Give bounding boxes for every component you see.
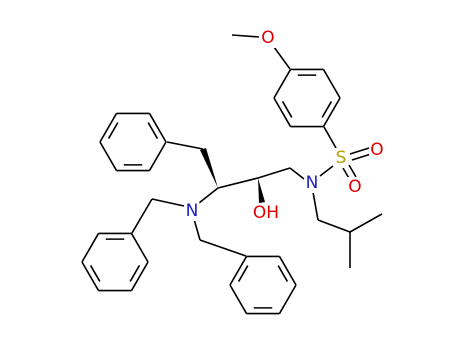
bonds	[81, 34, 383, 315]
bond	[217, 177, 259, 189]
bond	[81, 233, 100, 263]
bond	[199, 239, 247, 257]
bond	[130, 261, 149, 291]
bond	[107, 122, 119, 139]
atom-label: N	[306, 173, 319, 193]
bond	[322, 97, 341, 127]
bond	[277, 265, 289, 282]
bond	[348, 164, 357, 178]
bond	[99, 141, 118, 171]
atom-label: N	[186, 201, 199, 221]
bond	[273, 97, 292, 127]
bond	[148, 113, 167, 143]
label-background	[304, 173, 320, 193]
bond	[99, 113, 118, 143]
bond	[229, 256, 248, 286]
bond	[130, 233, 149, 263]
wedge-bond	[200, 148, 218, 188]
bond	[281, 101, 293, 118]
atom-label: OH	[253, 203, 279, 223]
bond	[289, 167, 305, 180]
bond	[323, 126, 337, 149]
bond	[321, 101, 333, 118]
wedge-bond	[258, 178, 265, 203]
atom-label: O	[261, 28, 274, 48]
bond	[147, 122, 159, 139]
bond	[349, 147, 370, 155]
bond	[273, 69, 292, 99]
bond	[351, 153, 372, 161]
label-background	[369, 140, 385, 160]
bond	[129, 265, 141, 282]
bond	[237, 265, 249, 282]
bond	[166, 141, 204, 150]
bond	[278, 284, 297, 314]
atom-label: O	[370, 140, 383, 160]
bond	[257, 167, 291, 179]
bond	[312, 191, 319, 221]
label-background	[251, 203, 281, 223]
bond	[193, 218, 201, 241]
bond	[273, 46, 291, 70]
bond	[231, 34, 260, 38]
bond	[278, 256, 297, 286]
bond	[317, 219, 351, 233]
bond	[151, 198, 185, 207]
bond	[131, 198, 153, 234]
bond	[148, 141, 167, 171]
bond	[81, 261, 100, 291]
bond	[319, 165, 334, 177]
atom-label: S	[336, 148, 347, 168]
bond	[349, 213, 383, 233]
label-background	[260, 28, 276, 48]
bond	[229, 284, 248, 314]
atom-label: O	[348, 177, 361, 197]
bond	[89, 265, 101, 282]
label-background	[334, 148, 348, 168]
label-background	[347, 177, 363, 197]
bond	[198, 187, 219, 204]
atom-labels: O S O O N OH N	[184, 28, 385, 223]
bond	[322, 69, 341, 99]
label-background	[184, 201, 200, 221]
